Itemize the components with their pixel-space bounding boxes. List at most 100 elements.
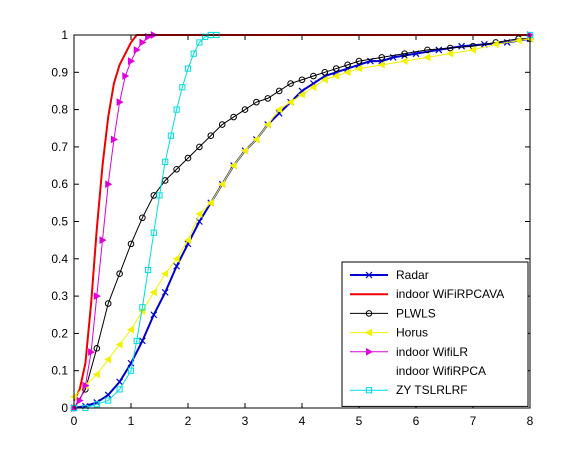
- data-point: [195, 210, 203, 218]
- y-tick-label: 0.5: [51, 215, 68, 229]
- data-point: [93, 345, 101, 352]
- series-indoor-wifirpcava: [73, 34, 530, 401]
- data-point: [162, 158, 169, 165]
- data-point: [173, 106, 180, 113]
- data-point: [343, 68, 351, 77]
- data-point: [179, 84, 186, 91]
- data-point: [401, 50, 408, 57]
- y-tick-label: 0.9: [51, 65, 68, 79]
- x-tick-label: 3: [242, 414, 249, 428]
- series-line-horus: [73, 38, 531, 398]
- x-tick-label: 0: [71, 414, 78, 428]
- series-horus: [69, 34, 533, 401]
- y-tick-label: 0.8: [51, 103, 68, 117]
- data-point: [491, 40, 499, 49]
- data-point: [229, 161, 237, 170]
- legend-marker: [364, 328, 372, 337]
- data-point: [240, 146, 248, 155]
- data-point: [190, 50, 197, 57]
- data-point: [104, 355, 112, 364]
- legend-label: PLWLS: [396, 306, 436, 320]
- data-point: [287, 80, 294, 87]
- legend-label: Horus: [396, 326, 428, 340]
- data-point: [116, 386, 123, 393]
- legend-label: indoor WiFiRPCAVA: [396, 287, 504, 301]
- data-point: [145, 266, 152, 274]
- data-point: [93, 292, 101, 300]
- legend-marker: [366, 347, 374, 356]
- y-tick-label: 0.6: [51, 177, 68, 191]
- data-point: [172, 254, 180, 263]
- data-point: [161, 269, 169, 278]
- legend-entry: indoor WifiRPCA: [396, 364, 486, 378]
- data-point: [298, 76, 306, 84]
- data-point: [286, 98, 294, 106]
- data-point: [332, 72, 340, 80]
- data-point: [82, 381, 90, 390]
- data-point: [104, 391, 112, 399]
- data-point: [149, 288, 157, 297]
- legend-box: [341, 261, 529, 407]
- data-point: [105, 180, 113, 189]
- data-point: [122, 72, 130, 80]
- axes: 0 1 2 3 4 5 6 7 8 0 0.1 0.2 0.3 0.4 0.5 0.6 0.7 0.8 0.9 1: [51, 28, 533, 428]
- data-point: [99, 236, 107, 244]
- data-point: [468, 46, 476, 54]
- data-point: [110, 135, 118, 144]
- data-point: [264, 95, 272, 102]
- data-point: [150, 229, 157, 236]
- data-point: [377, 60, 385, 69]
- data-point: [128, 57, 136, 65]
- data-point: [196, 39, 203, 46]
- data-point: [196, 143, 203, 151]
- data-point: [207, 132, 215, 140]
- data-point: [354, 64, 362, 73]
- series-line-plwls: [73, 38, 530, 409]
- y-tick-label: 0.3: [51, 289, 68, 303]
- data-point: [156, 192, 163, 199]
- x-tick-label: 8: [527, 414, 534, 428]
- x-tick-label: 5: [356, 414, 363, 428]
- data-point: [104, 300, 112, 307]
- data-point: [206, 199, 214, 207]
- legend-entry: indoor WifiLR: [350, 345, 468, 359]
- data-point: [275, 105, 283, 114]
- data-point: [173, 262, 181, 270]
- data-point: [446, 44, 454, 52]
- legend-entry: Horus: [350, 326, 428, 340]
- data-point: [138, 337, 146, 345]
- data-point: [378, 54, 386, 61]
- y-tick-label: 0.7: [51, 140, 68, 154]
- data-point: [115, 340, 123, 349]
- data-point: [424, 46, 431, 54]
- data-point: [167, 132, 175, 139]
- series-line-indoor-wifirpcava: [73, 34, 530, 401]
- x-tick-label: 1: [128, 414, 135, 428]
- legend-marker: [365, 310, 373, 317]
- data-point: [116, 98, 124, 106]
- data-point: [309, 83, 317, 92]
- legend-entry: Radar: [350, 268, 429, 282]
- data-point: [458, 42, 466, 50]
- data-point: [202, 33, 209, 40]
- legend-label: indoor WifiLR: [396, 345, 468, 359]
- legend-entry: indoor WiFiRPCAVA: [350, 287, 504, 301]
- data-point: [275, 87, 283, 95]
- y-tick-label: 0.4: [51, 252, 68, 266]
- data-point: [332, 65, 340, 72]
- data-point: [93, 401, 100, 408]
- data-point: [173, 165, 180, 173]
- data-point: [150, 311, 158, 319]
- x-tick-label: 2: [185, 414, 192, 428]
- series-zy-tslrlrf: [70, 31, 534, 412]
- y-tick-label: 0: [61, 401, 68, 415]
- legend-marker: [365, 271, 373, 279]
- data-point: [344, 61, 351, 69]
- data-point: [297, 90, 305, 99]
- data-point: [263, 120, 271, 129]
- data-point: [88, 348, 96, 356]
- legend-entry: ZY TSLRLRF: [350, 383, 468, 397]
- legend-entry: PLWLS: [350, 306, 436, 320]
- data-point: [355, 57, 363, 65]
